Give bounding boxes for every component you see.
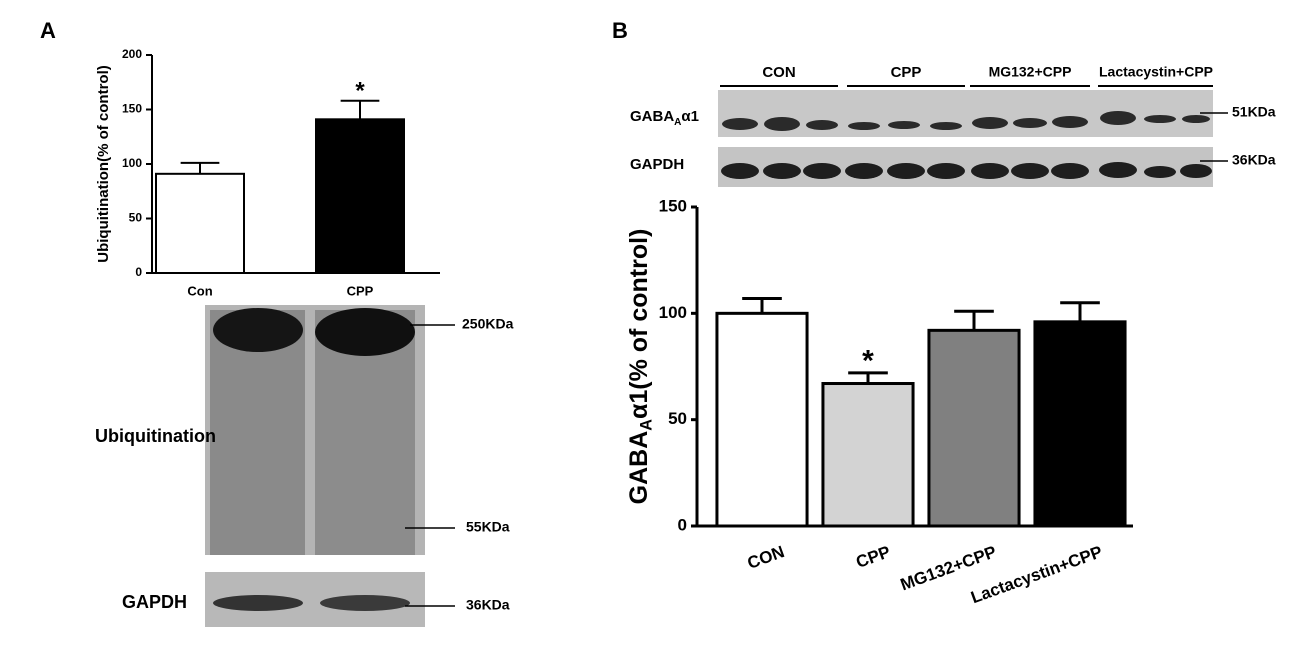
- y-axis-label-part: α1(% of control): [625, 229, 653, 419]
- y-tick-label: 100: [659, 303, 687, 322]
- significance-marker: *: [355, 78, 365, 105]
- y-axis-label: Ubiquitination(% of control): [95, 65, 112, 262]
- blot-size-label: 55KDa: [466, 519, 510, 535]
- y-axis-label-part: GABA: [625, 431, 653, 505]
- y-tick-label: 100: [122, 156, 142, 170]
- blot-row-label: GAPDH: [122, 592, 187, 612]
- blot-row-label: GABAAα1: [630, 108, 699, 128]
- blot-group-label: MG132+CPP: [989, 64, 1072, 80]
- blot-group-label: Lactacystin+CPP: [1099, 64, 1213, 80]
- blot-group-label: CON: [762, 64, 795, 81]
- bar: [155, 172, 245, 274]
- y-tick-label: 0: [678, 515, 687, 534]
- x-tick-label: Con: [187, 283, 212, 298]
- blot-row-label: Ubiquitination: [95, 426, 216, 446]
- y-axis-label: GABAAα1(% of control): [625, 229, 656, 505]
- panel-label: A: [40, 18, 56, 43]
- blot-image: [205, 305, 455, 627]
- bar: [821, 382, 915, 528]
- y-tick-label: 50: [129, 211, 143, 225]
- blot-size-label: 36KDa: [1232, 152, 1276, 168]
- bar: [715, 311, 809, 528]
- blot-image: [718, 85, 1228, 187]
- panel-label: B: [612, 18, 628, 43]
- bar: [315, 118, 405, 274]
- x-tick-label: CPP: [854, 542, 893, 572]
- blot-size-label: 250KDa: [462, 316, 514, 332]
- y-tick-label: 150: [122, 102, 142, 116]
- y-axis-label-part: A: [638, 419, 656, 431]
- bar: [1033, 320, 1127, 528]
- y-axis-label-part: Ubiquitination(% of control): [95, 65, 112, 262]
- y-tick-label: 0: [135, 265, 142, 279]
- x-tick-label: CPP: [347, 283, 374, 298]
- x-tick-label: CON: [745, 542, 787, 573]
- y-tick-label: 50: [668, 409, 687, 428]
- blot-size-label: 36KDa: [466, 597, 510, 613]
- y-tick-label: 200: [122, 47, 142, 61]
- blot-group-label: CPP: [891, 64, 922, 81]
- significance-marker: *: [862, 344, 874, 377]
- y-tick-label: 150: [659, 196, 687, 215]
- bar: [927, 328, 1021, 528]
- blot-size-label: 51KDa: [1232, 104, 1276, 120]
- blot-row-label: GAPDH: [630, 156, 684, 173]
